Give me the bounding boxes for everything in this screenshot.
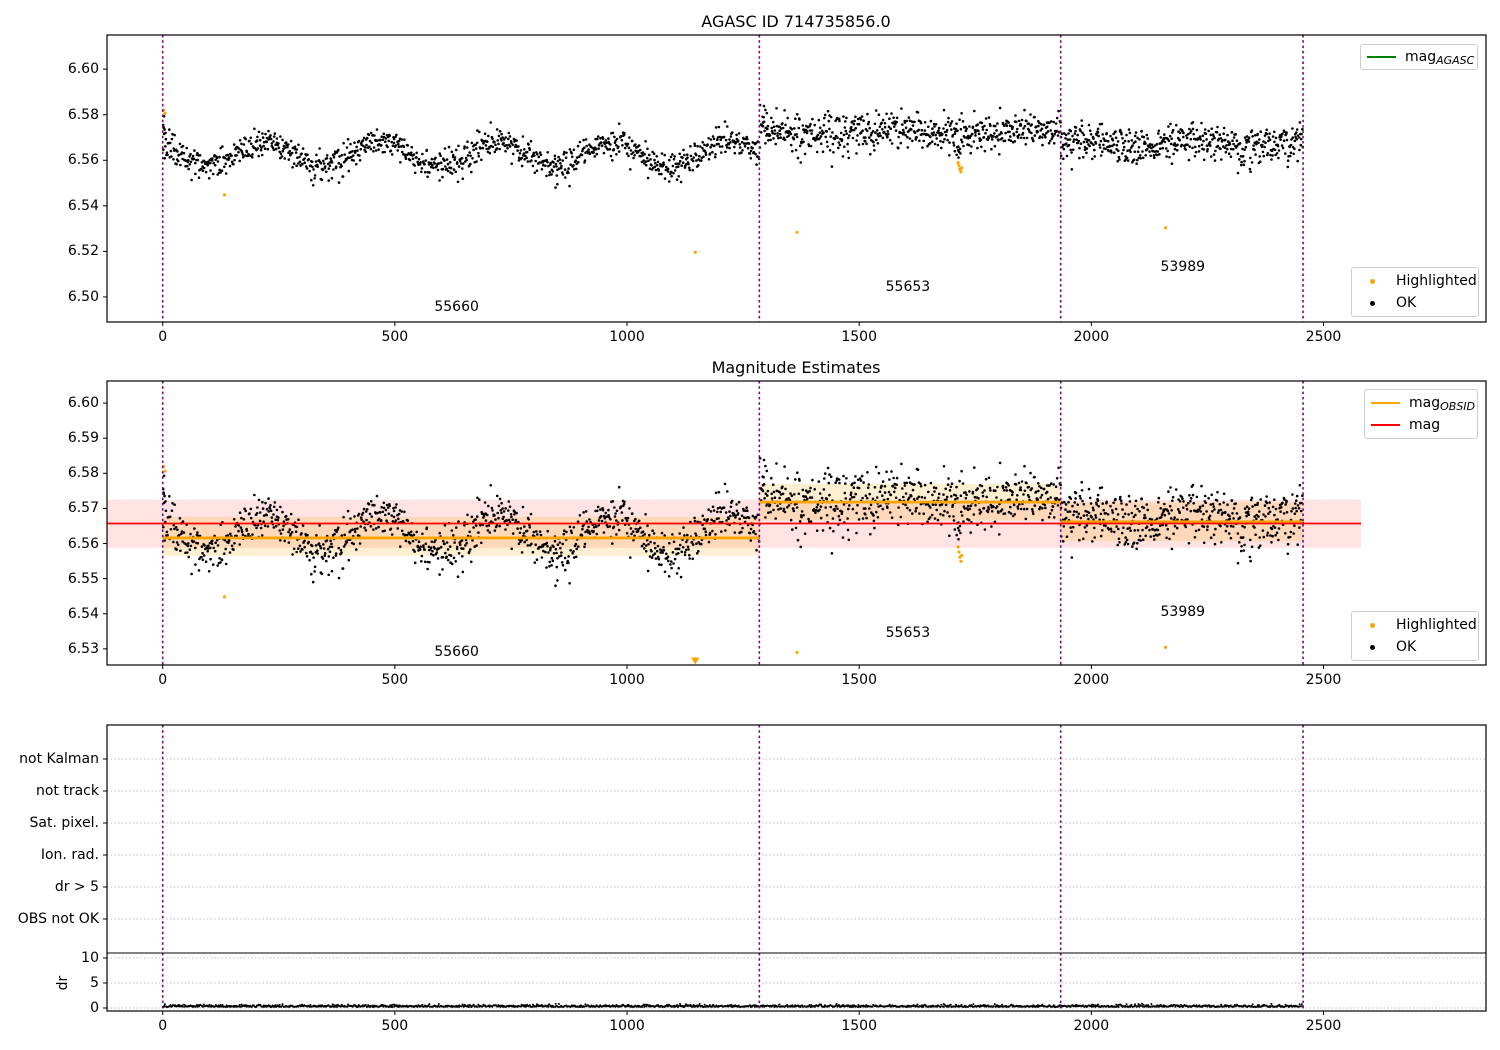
chart-1	[103, 380, 1487, 669]
axes-spines	[106, 34, 1487, 323]
chart-0	[103, 34, 1487, 326]
legend-label: Highlighted	[1396, 273, 1477, 289]
highlighted-points	[162, 464, 1168, 655]
legend-label: OK	[1396, 295, 1417, 311]
ok-points	[161, 103, 1305, 189]
axes-spines	[106, 380, 1487, 666]
legend-label: Highlighted	[1396, 617, 1477, 633]
legend-label: mag	[1409, 417, 1441, 433]
ok-points	[161, 457, 1305, 587]
legend-row: mag	[1371, 414, 1471, 436]
legend-label: magAGASC	[1405, 49, 1475, 67]
chart-flags	[103, 724, 1487, 1015]
mag-obsid-line-swatch	[1371, 402, 1400, 404]
middle-chart-title: Magnitude Estimates	[711, 358, 881, 377]
dr-points	[162, 1002, 1304, 1008]
top-chart-title: AGASC ID 714735856.0	[701, 12, 891, 31]
legend-mag-obsid: magOBSID mag	[1364, 389, 1478, 439]
legend-label: OK	[1396, 639, 1417, 655]
axes-spines	[106, 724, 1487, 1012]
legend-row: Highlighted	[1358, 614, 1477, 636]
legend-row: magAGASC	[1367, 47, 1475, 67]
legend-label: magOBSID	[1409, 395, 1476, 413]
legend-top-points: Highlighted OK	[1351, 267, 1479, 317]
legend-row: OK	[1358, 292, 1472, 314]
highlighted-dot-swatch	[1370, 622, 1375, 628]
clipped-point-marker	[691, 657, 700, 665]
legend-row: OK	[1358, 636, 1472, 658]
mag-line-swatch	[1371, 424, 1400, 426]
ok-dot-swatch	[1370, 644, 1375, 650]
legend-mag-agasc: magAGASC	[1360, 44, 1478, 70]
mag-agasc-line-swatch	[1367, 56, 1396, 58]
ok-dot-swatch	[1370, 300, 1375, 306]
highlighted-points	[162, 108, 1168, 254]
legend-middle-points: Highlighted OK	[1351, 611, 1479, 661]
legend-row: Highlighted	[1358, 270, 1477, 292]
legend-row: magOBSID	[1371, 392, 1475, 414]
highlighted-dot-swatch	[1370, 278, 1375, 284]
